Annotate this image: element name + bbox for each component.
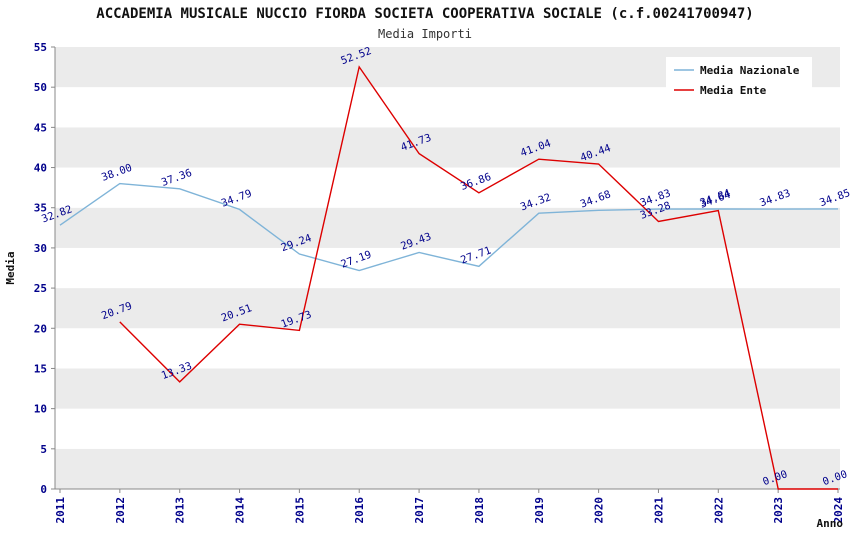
y-tick-label: 0 (40, 483, 47, 496)
x-tick-label: 2014 (234, 497, 247, 524)
x-tick-label: 2021 (652, 497, 665, 524)
legend-box (666, 57, 812, 103)
grid-band (55, 127, 840, 168)
y-tick-label: 10 (34, 403, 47, 416)
x-tick-label: 2011 (54, 497, 67, 524)
series-line-nazionale (59, 182, 839, 272)
grid-band (55, 247, 840, 289)
x-tick-label: 2015 (293, 497, 306, 524)
y-tick-label: 50 (34, 81, 47, 94)
y-tick-label: 20 (34, 322, 47, 335)
x-tick-label: 2018 (473, 497, 486, 524)
y-tick-label: 45 (34, 121, 47, 134)
chart-title: ACCADEMIA MUSICALE NUCCIO FIORDA SOCIETA… (96, 6, 754, 22)
grid-band (55, 207, 840, 248)
x-tick-label: 2022 (712, 497, 725, 524)
y-tick-label: 30 (34, 242, 47, 255)
legend-label-ente: Media Ente (700, 84, 767, 97)
x-tick-label: 2024 (832, 497, 845, 524)
y-tick-label: 15 (34, 362, 47, 375)
x-axis-title: Anno (817, 517, 844, 530)
grid-band (55, 408, 840, 449)
x-tick-label: 2020 (593, 497, 606, 524)
y-tick-label: 35 (34, 202, 47, 215)
x-tick-label: 2012 (114, 497, 127, 524)
x-tick-label: 2017 (413, 497, 426, 524)
y-tick-label: 5 (40, 443, 47, 456)
x-tick-label: 2016 (353, 497, 366, 524)
x-tick-label: 2023 (772, 497, 785, 524)
grid-band (55, 448, 840, 489)
x-tick-label: 2013 (174, 497, 187, 524)
y-tick-label: 25 (34, 282, 47, 295)
grid-band (55, 167, 840, 208)
series-line-ente (119, 65, 838, 490)
legend-label-nazionale: Media Nazionale (700, 64, 800, 77)
y-axis-title: Media (4, 251, 17, 284)
y-tick-label: 55 (34, 41, 47, 54)
y-tick-label: 40 (34, 162, 47, 175)
chart-subtitle: Media Importi (378, 27, 472, 41)
x-tick-label: 2019 (533, 497, 546, 524)
grid-band (55, 328, 840, 369)
grid-band (55, 288, 840, 329)
